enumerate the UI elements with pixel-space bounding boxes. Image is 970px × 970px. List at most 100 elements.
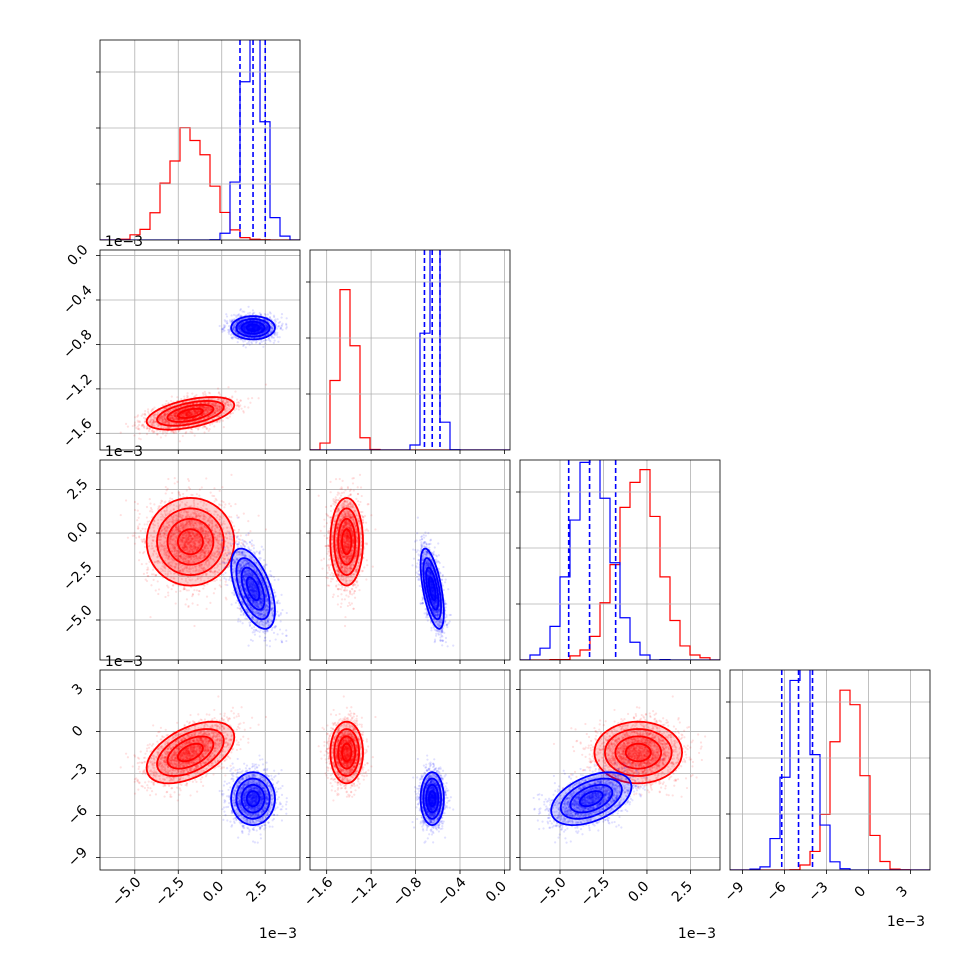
scatter-point xyxy=(162,414,165,417)
scatter-point xyxy=(151,424,154,427)
scatter-point xyxy=(164,492,167,495)
scatter-point xyxy=(183,418,186,422)
scatter-point xyxy=(187,414,190,417)
scatter-point xyxy=(153,430,156,433)
scatter-point xyxy=(169,409,173,412)
scatter-point xyxy=(198,398,201,401)
scatter-point xyxy=(153,421,157,424)
scatter-point xyxy=(172,431,175,434)
scatter-point xyxy=(217,409,220,413)
scatter-point xyxy=(207,406,210,409)
scatter-point xyxy=(165,407,168,410)
scatter-point xyxy=(191,431,194,434)
scatter-point xyxy=(222,329,225,332)
scatter-point xyxy=(231,395,234,398)
scatter-point xyxy=(174,416,177,419)
scatter-point xyxy=(206,408,209,411)
scatter-point xyxy=(216,408,219,411)
scatter-point xyxy=(150,423,154,426)
scatter-point xyxy=(204,406,207,409)
scatter-point xyxy=(272,341,275,344)
scatter-point xyxy=(159,416,162,419)
scatter-point xyxy=(186,413,189,416)
scatter-point xyxy=(226,400,229,403)
scatter-point xyxy=(191,402,195,405)
scatter-point xyxy=(182,415,185,418)
scatter-point xyxy=(192,409,195,412)
scatter-point xyxy=(277,321,280,324)
scatter-point xyxy=(210,402,213,405)
scatter-point xyxy=(216,407,219,410)
scatter-point xyxy=(146,523,149,526)
scatter-point xyxy=(268,315,272,319)
scatter-point xyxy=(186,410,189,414)
scatter-point xyxy=(161,421,164,424)
scatter-point xyxy=(277,340,280,343)
scatter-point xyxy=(218,420,221,423)
scatter-point xyxy=(181,434,184,438)
scatter-point xyxy=(205,409,208,412)
scatter-point xyxy=(156,433,159,436)
scatter-point xyxy=(161,416,164,419)
scatter-point xyxy=(157,588,161,591)
scatter-point xyxy=(143,412,147,415)
scatter-point xyxy=(201,405,205,408)
scatter-point xyxy=(170,417,173,421)
scatter-point xyxy=(138,432,141,435)
scatter-point xyxy=(257,397,260,400)
scatter-point xyxy=(218,393,222,396)
scatter-point xyxy=(253,311,256,314)
scatter-point xyxy=(143,413,146,416)
scatter-point xyxy=(180,397,183,401)
scatter-point xyxy=(237,337,240,340)
scatter-point xyxy=(154,417,157,420)
scatter-point xyxy=(264,383,268,386)
scatter-point xyxy=(163,412,166,415)
scatter-point xyxy=(140,424,143,427)
scatter-point xyxy=(247,397,250,400)
scatter-point xyxy=(196,410,199,414)
scatter-point xyxy=(228,515,231,518)
scatter-point xyxy=(188,413,191,416)
scatter-point xyxy=(202,393,205,396)
scatter-point xyxy=(228,405,231,408)
scatter-point xyxy=(212,402,215,405)
scatter-point xyxy=(224,402,227,405)
scatter-point xyxy=(203,425,206,428)
scatter-point xyxy=(246,342,249,345)
scatter-point xyxy=(266,313,269,316)
panel-content xyxy=(119,305,288,443)
scatter-point xyxy=(152,422,155,425)
scatter-point xyxy=(185,421,188,424)
scatter-point xyxy=(216,409,219,412)
scatter-point xyxy=(285,322,288,325)
scatter-point xyxy=(136,427,140,431)
scatter-point xyxy=(227,331,230,334)
scatter-point xyxy=(203,412,206,415)
panel-1-1 xyxy=(306,249,511,454)
scatter-point xyxy=(193,410,196,413)
scatter-point xyxy=(161,415,164,418)
scatter-point xyxy=(217,415,220,418)
scatter-point xyxy=(243,405,246,408)
scatter-point xyxy=(201,405,204,408)
scatter-point xyxy=(184,411,187,414)
scatter-point xyxy=(147,429,151,433)
scatter-point xyxy=(148,498,151,501)
scatter-point xyxy=(168,415,172,419)
scatter-point xyxy=(238,405,241,408)
scatter-point xyxy=(236,404,240,407)
scatter-point xyxy=(210,397,213,401)
scatter-point xyxy=(249,401,252,404)
scatter-point xyxy=(173,414,176,418)
scatter-point xyxy=(280,313,284,316)
scatter-point xyxy=(209,491,212,494)
scatter-point xyxy=(190,413,193,416)
scatter-point xyxy=(196,409,199,412)
scatter-point xyxy=(191,417,194,420)
scatter-point xyxy=(225,313,228,316)
scatter-point xyxy=(174,411,177,414)
scatter-point xyxy=(153,413,157,416)
scatter-point xyxy=(173,413,176,416)
scatter-point xyxy=(225,416,228,420)
